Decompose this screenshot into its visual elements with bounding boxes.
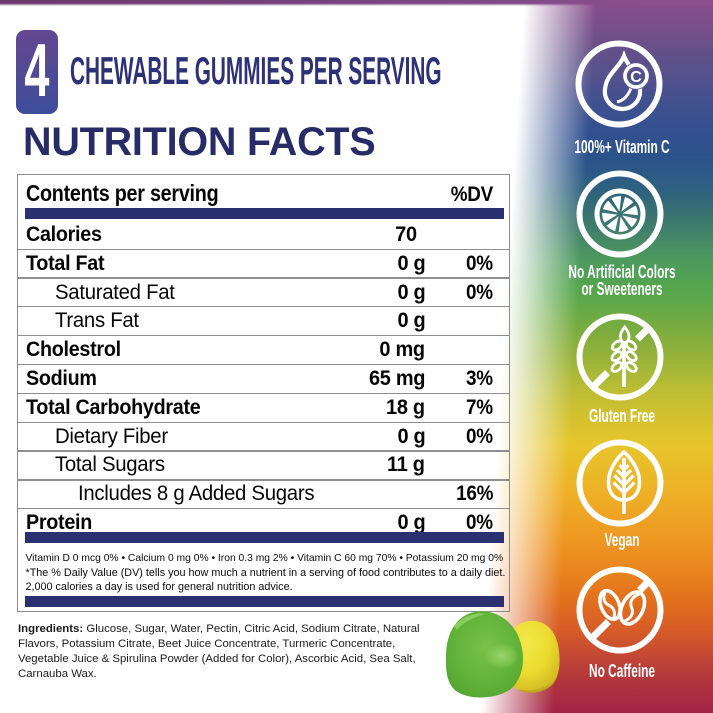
svg-text:C: C — [630, 69, 642, 86]
